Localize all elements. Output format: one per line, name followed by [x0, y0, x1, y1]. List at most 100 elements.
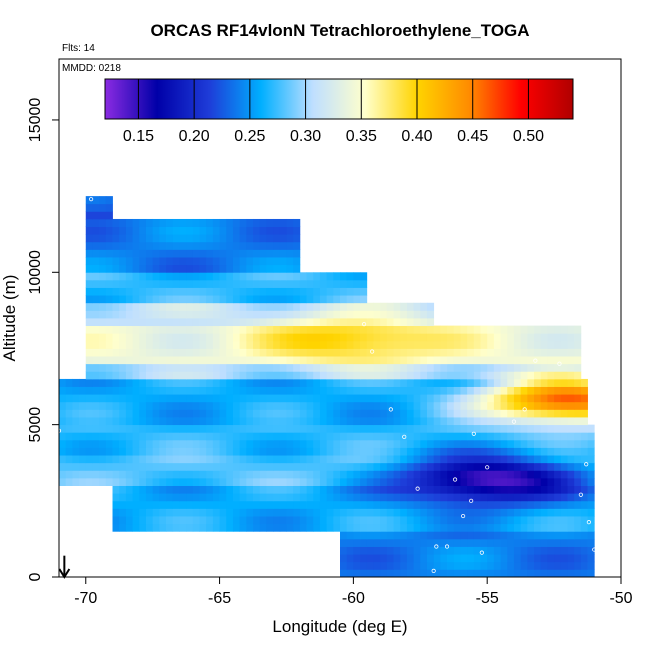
field-cell [326, 470, 334, 479]
field-cell [453, 455, 461, 464]
field-cell [99, 264, 107, 273]
field-cell [373, 546, 381, 555]
field-cell [406, 538, 414, 547]
field-cell [406, 401, 414, 410]
field-cell [473, 485, 481, 494]
field-cell [145, 462, 154, 471]
field-cell [232, 241, 241, 250]
field-cell [547, 386, 555, 395]
field-cell [85, 325, 93, 334]
field-cell [567, 508, 575, 517]
field-cell [299, 356, 307, 365]
field-cell [574, 371, 582, 380]
field-cell [199, 386, 207, 395]
field-cell [340, 318, 348, 327]
field-cell [206, 470, 214, 479]
field-cell [426, 386, 435, 395]
field-cell [353, 424, 361, 433]
field-cell [253, 241, 261, 250]
field-cell [574, 424, 582, 433]
field-cell [373, 554, 381, 563]
field-cell [119, 318, 127, 327]
field-cell [166, 218, 174, 227]
field-cell [253, 394, 261, 403]
field-cell [105, 462, 113, 471]
field-cell [99, 211, 107, 220]
field-cell [132, 470, 140, 479]
field-cell [426, 554, 435, 563]
field-cell [333, 432, 341, 441]
field-cell [393, 455, 401, 464]
field-cell [413, 318, 421, 327]
sample-point [89, 197, 94, 202]
field-cell [293, 302, 301, 311]
field-cell [507, 356, 515, 365]
field-cell [547, 424, 555, 433]
field-cell [467, 348, 475, 357]
field-cell [186, 394, 194, 403]
field-cell [426, 378, 435, 387]
field-cell [119, 424, 127, 433]
field-cell [212, 257, 220, 266]
field-cell [353, 477, 361, 486]
field-cell [513, 462, 522, 471]
field-cell [226, 432, 234, 441]
field-cell [333, 272, 341, 281]
field-cell [246, 394, 254, 403]
field-cell [239, 439, 247, 448]
field-cell [560, 333, 568, 342]
field-cell [259, 523, 267, 532]
field-cell [413, 485, 421, 494]
field-cell [534, 462, 542, 471]
field-cell [580, 485, 588, 494]
field-cell [366, 538, 374, 547]
field-cell [226, 394, 234, 403]
field-cell [219, 226, 227, 235]
field-cell [59, 401, 67, 410]
field-cell [212, 302, 220, 311]
field-cell [279, 356, 287, 365]
field-cell [105, 295, 113, 304]
field-cell [85, 417, 93, 426]
field-cell [273, 447, 281, 456]
field-cell [346, 356, 354, 365]
field-cell [500, 477, 508, 486]
field-cell [467, 409, 475, 418]
field-cell [293, 218, 301, 227]
field-cell [239, 356, 247, 365]
field-cell [547, 470, 555, 479]
field-cell [132, 325, 140, 334]
field-cell [306, 279, 314, 288]
field-cell [226, 257, 234, 266]
field-cell [380, 569, 388, 577]
field-cell [246, 409, 254, 418]
field-cell [219, 371, 227, 380]
field-cell [453, 561, 461, 570]
field-cell [232, 302, 241, 311]
field-cell [420, 546, 428, 555]
field-cell [340, 554, 348, 563]
field-cell [426, 455, 435, 464]
field-cell [105, 325, 113, 334]
field-cell [286, 218, 294, 227]
field-cell [480, 378, 488, 387]
field-cell [99, 394, 107, 403]
field-cell [560, 378, 568, 387]
field-cell [319, 378, 328, 387]
field-cell [340, 485, 348, 494]
field-cell [199, 226, 207, 235]
field-cell [79, 455, 87, 464]
field-cell [360, 318, 368, 327]
sample-point [584, 462, 589, 467]
field-cell [560, 409, 568, 418]
field-cell [159, 470, 167, 479]
field-cell [232, 401, 241, 410]
field-cell [132, 241, 140, 250]
field-cell [293, 310, 301, 319]
field-cell [360, 363, 368, 372]
field-cell [99, 417, 107, 426]
field-cell [279, 401, 287, 410]
field-cell [507, 455, 515, 464]
field-cell [286, 386, 294, 395]
field-cell [326, 325, 334, 334]
